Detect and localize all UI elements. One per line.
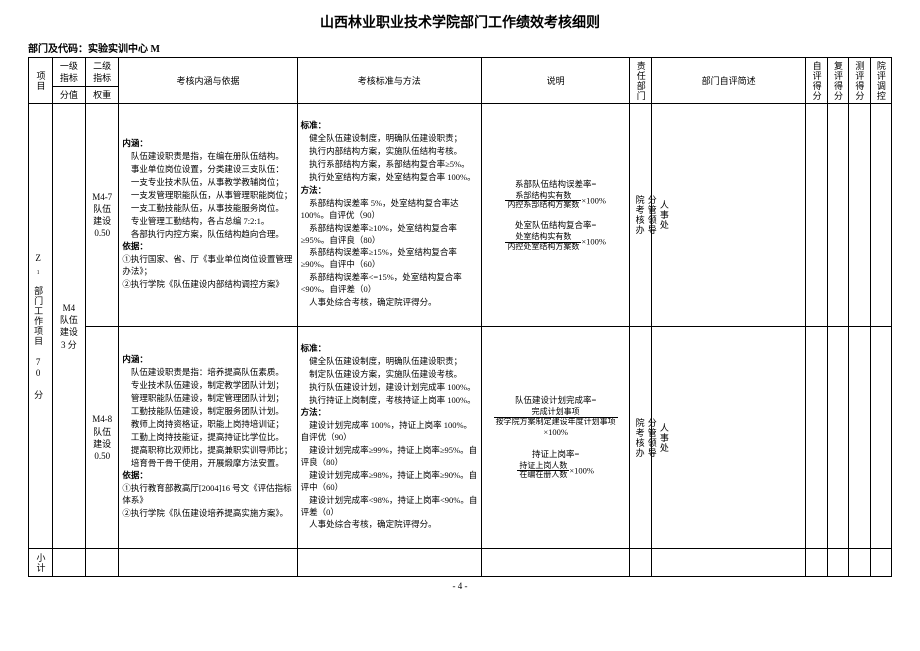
score-cell [827, 326, 848, 549]
hdr-score-self: 自评得分 [806, 58, 827, 104]
lvl1-cell: M4 队伍建设 3 分 [52, 104, 85, 549]
score-cell [849, 104, 870, 327]
way-head: 方法： [301, 185, 478, 197]
method-cell: 标准： 健全队伍建设制度，明确队伍建设职责； 执行内部结构方案，实施队伍结构考核… [297, 104, 481, 327]
score-cell [806, 326, 827, 549]
explain-cell: 系部队伍结构误差率= 系部结构实有数 内控系部结构方案数 ×100% 处室队伍结… [481, 104, 630, 327]
hdr-score-eval: 测评得分 [849, 58, 870, 104]
fraction: 持证上岗人数 在编在册人数 [517, 462, 569, 481]
lvl2-weight: 0.50 [89, 227, 115, 239]
subtotal-row: 小计 [29, 549, 892, 577]
assessment-table: 项目 一级指标 二级指标 考核内涵与依据 考核标准与方法 说明 责任部门 部门自… [28, 57, 892, 577]
lvl2-weight: 0.50 [89, 450, 115, 462]
table-row: M4-8 队伍建设 0.50 内涵： 队伍建设职责是指：培养提高队伍素质。 专业… [29, 326, 892, 549]
lvl2-name: 队伍建设 [89, 203, 115, 227]
hdr-lvl1: 一级指标 [52, 58, 85, 87]
formula-label: 系部队伍结构误差率= [485, 179, 627, 191]
score-cell [849, 326, 870, 549]
method-cell: 标准： 健全队伍建设制度，明确队伍建设职责； 制定队伍建设方案，实施队伍建设考核… [297, 326, 481, 549]
content-head: 内涵： [122, 138, 293, 150]
hdr-lvl1-score: 分值 [52, 87, 85, 104]
content-cell: 内涵： 队伍建设职责是指：培养提高队伍素质。 专业技术队伍建设，制定教学团队计划… [119, 326, 297, 549]
score-cell [806, 104, 827, 327]
lvl1-code: M4 [56, 302, 82, 314]
page-title: 山西林业职业技术学院部门工作绩效考核细则 [28, 12, 892, 32]
dept-line: 部门及代码：实验实训中心 M [28, 40, 892, 55]
explain-cell: 队伍建设计划完成率= 完成计划事项 按学院方案制定建设年度计划事项 ×100% … [481, 326, 630, 549]
lvl2-cell: M4-7 队伍建设 0.50 [86, 104, 119, 327]
project-label: Z₁ 部门工作项目 70 分 [32, 106, 44, 546]
score-cell [827, 104, 848, 327]
lvl2-code: M4-7 [89, 191, 115, 203]
lvl1-score: 3 分 [56, 339, 82, 351]
hdr-method: 考核标准与方法 [297, 58, 481, 104]
hdr-score-review: 复评得分 [827, 58, 848, 104]
hdr-project: 项目 [29, 58, 53, 104]
hdr-explain: 说明 [481, 58, 630, 104]
method-head: 标准： [301, 120, 478, 132]
hdr-resp-dept: 责任部门 [630, 58, 651, 104]
hdr-lvl2: 二级指标 [86, 58, 119, 87]
score-cell [870, 104, 891, 327]
basis-head: 依据： [122, 241, 293, 253]
fraction: 系部结构实有数 内控系部结构方案数 [505, 192, 581, 211]
content-cell: 内涵： 队伍建设职责是指，在编在册队伍结构。 事业单位岗位设置，分类建设三支队伍… [119, 104, 297, 327]
subtotal-label: 小计 [29, 549, 53, 577]
table-row: Z₁ 部门工作项目 70 分 M4 队伍建设 3 分 M4-7 队伍建设 0.5… [29, 104, 892, 327]
hdr-score-adjust: 院评调控 [870, 58, 891, 104]
formula-label: 处室队伍结构复合率= [485, 220, 627, 232]
lvl1-name: 队伍建设 [56, 314, 82, 338]
hdr-self-desc: 部门自评简述 [651, 58, 806, 104]
lvl2-cell: M4-8 队伍建设 0.50 [86, 326, 119, 549]
header-row-1: 项目 一级指标 二级指标 考核内涵与依据 考核标准与方法 说明 责任部门 部门自… [29, 58, 892, 87]
self-desc-cell [651, 326, 806, 549]
lvl2-code: M4-8 [89, 413, 115, 425]
hdr-content: 考核内涵与依据 [119, 58, 297, 104]
score-cell [870, 326, 891, 549]
fraction: 完成计划事项 按学院方案制定建设年度计划事项 [494, 408, 618, 427]
dept-prefix: 部门及代码： [28, 44, 88, 55]
hdr-lvl2-weight: 权重 [86, 87, 119, 104]
resp-dept-cell: 人事处 分管领导 院考核办 [630, 104, 651, 327]
dept-name: 实验实训中心 M [88, 44, 160, 55]
resp-dept-cell: 人事处 分管领导 院考核办 [630, 326, 651, 549]
self-desc-cell [651, 104, 806, 327]
project-cell: Z₁ 部门工作项目 70 分 [29, 104, 53, 549]
page-number: - 4 - [28, 581, 892, 591]
fraction: 处室结构实有数 内控处室结构方案数 [505, 233, 581, 252]
lvl2-name: 队伍建设 [89, 426, 115, 450]
